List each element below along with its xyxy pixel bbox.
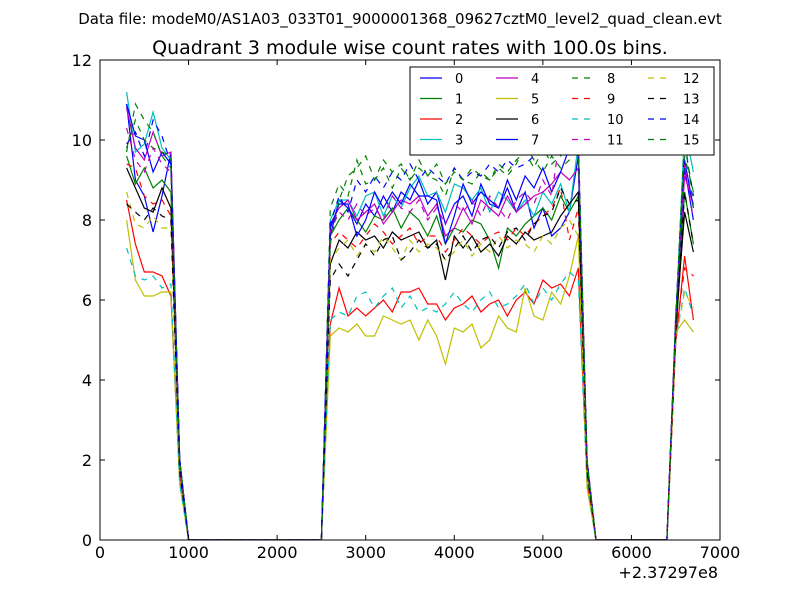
series-line-13 xyxy=(126,186,694,540)
legend-label-9: 9 xyxy=(607,93,615,108)
x-tick-label: 7000 xyxy=(700,543,741,562)
legend-label-14: 14 xyxy=(683,113,700,128)
legend-label-6: 6 xyxy=(531,113,539,128)
legend-label-8: 8 xyxy=(607,72,615,87)
series-line-8 xyxy=(126,118,694,540)
datafile-label: Data file: modeM0/AS1A03_033T01_90000013… xyxy=(78,10,722,29)
x-offset-label: +2.37297e8 xyxy=(618,563,718,582)
series-line-9 xyxy=(126,163,694,540)
y-tick-label: 0 xyxy=(82,531,92,550)
legend-label-7: 7 xyxy=(531,134,539,149)
y-tick-label: 8 xyxy=(82,211,92,230)
y-tick-label: 6 xyxy=(82,291,92,310)
series-line-11 xyxy=(126,127,694,540)
legend-label-5: 5 xyxy=(531,93,539,108)
y-tick-label: 4 xyxy=(82,371,92,390)
legend-label-4: 4 xyxy=(531,72,539,87)
legend-frame xyxy=(409,66,715,156)
x-tick-label: 6000 xyxy=(611,543,652,562)
series-line-12 xyxy=(126,191,694,540)
x-tick-label: 5000 xyxy=(522,543,563,562)
series-line-5 xyxy=(126,219,694,540)
x-tick-label: 3000 xyxy=(345,543,386,562)
series-line-4 xyxy=(126,107,694,540)
legend-label-13: 13 xyxy=(683,93,700,108)
x-tick-label: 4000 xyxy=(434,543,475,562)
x-tick-label: 0 xyxy=(95,543,105,562)
legend-label-10: 10 xyxy=(607,113,624,128)
y-tick-label: 12 xyxy=(72,51,92,70)
legend-label-3: 3 xyxy=(455,134,463,149)
series-layer xyxy=(126,91,694,540)
series-line-6 xyxy=(126,167,694,540)
series-line-2 xyxy=(126,199,694,540)
y-tick-label: 2 xyxy=(82,451,92,470)
y-tick-label: 10 xyxy=(72,131,92,150)
x-tick-label: 1000 xyxy=(168,543,209,562)
chart-title: Quadrant 3 module wise count rates with … xyxy=(152,37,668,59)
series-line-3 xyxy=(126,91,694,540)
series-line-14 xyxy=(126,118,694,540)
legend-label-12: 12 xyxy=(683,72,700,87)
series-line-0 xyxy=(126,103,694,540)
legend-label-15: 15 xyxy=(683,134,700,149)
series-line-10 xyxy=(126,247,694,540)
series-line-7 xyxy=(126,103,694,540)
x-tick-label: 2000 xyxy=(257,543,298,562)
legend-label-2: 2 xyxy=(455,113,463,128)
legend-label-0: 0 xyxy=(455,72,463,87)
legend-label-1: 1 xyxy=(455,93,463,108)
legend-label-11: 11 xyxy=(607,134,624,149)
